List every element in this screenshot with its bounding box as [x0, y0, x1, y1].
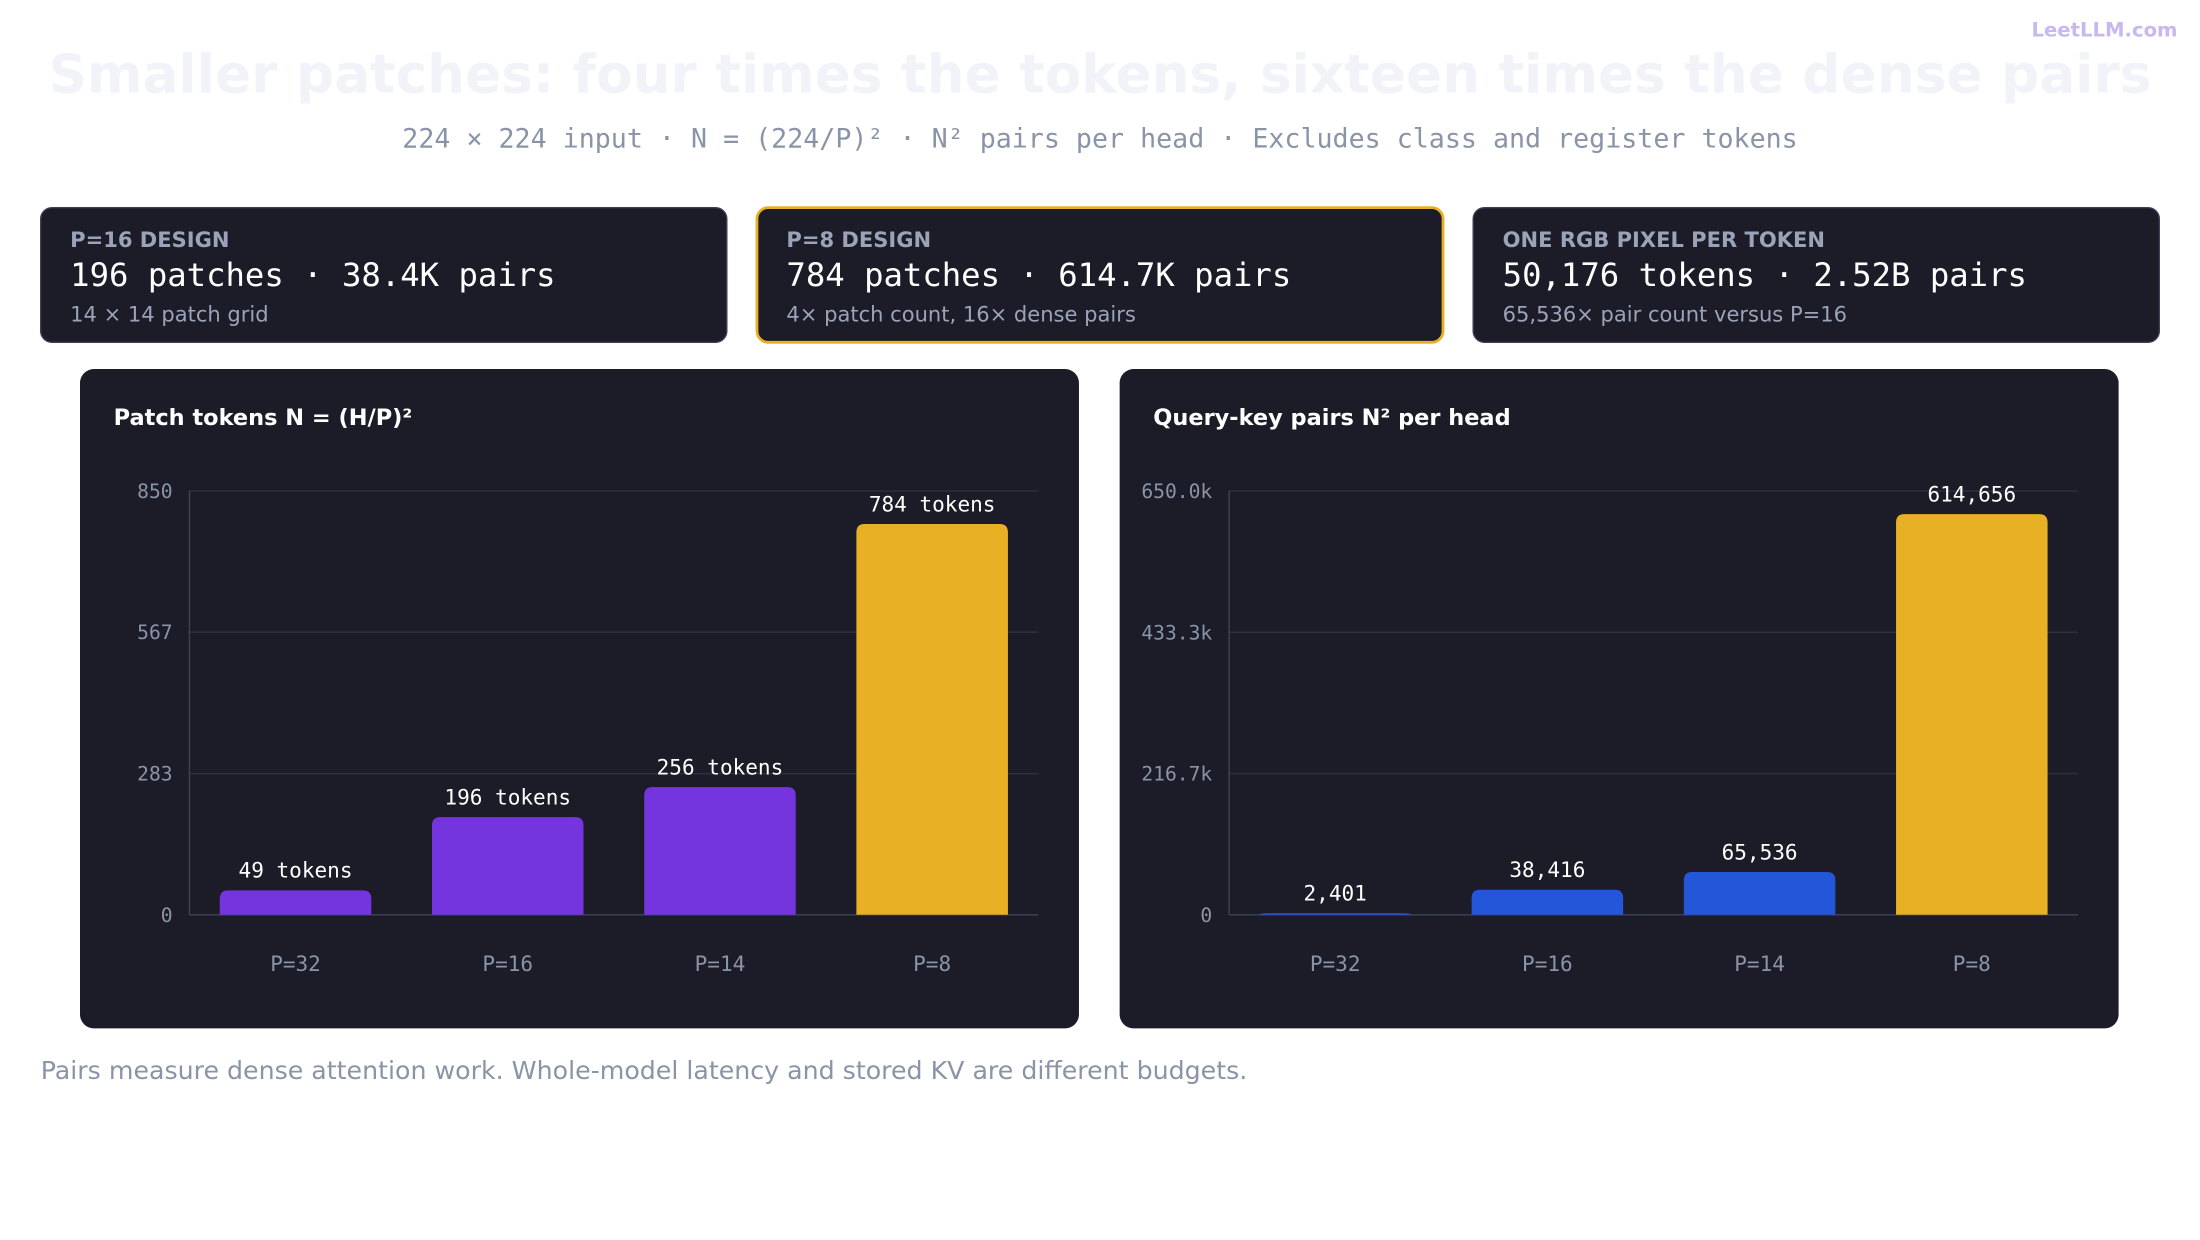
- value-label: 256 tokens: [657, 755, 784, 780]
- card-sub: 65,536× pair count versus P=16: [1503, 301, 1847, 326]
- page-title: Smaller patches: four times the tokens, …: [49, 44, 2152, 106]
- bar: [644, 787, 796, 915]
- y-tick-label: 0: [161, 904, 173, 927]
- brand: LeetLLM.com: [2031, 18, 2177, 41]
- card-sub: 14 × 14 patch grid: [70, 301, 268, 326]
- value-label: 784 tokens: [869, 491, 996, 516]
- bar: [1259, 913, 1411, 915]
- y-tick-label: 433.3k: [1141, 621, 1212, 644]
- bar: [1683, 872, 1836, 915]
- bar: [1471, 889, 1624, 915]
- card-main: 784 patches · 614.7K pairs: [786, 256, 1291, 294]
- y-tick-label: 850: [137, 480, 172, 503]
- card-label: P=16 DESIGN: [70, 227, 229, 252]
- footnote: Pairs measure dense attention work. Whol…: [41, 1056, 1248, 1085]
- y-tick-label: 216.7k: [1141, 763, 1212, 786]
- x-tick-label: P=32: [270, 951, 321, 976]
- bar: [431, 817, 584, 915]
- value-label: 49 tokens: [239, 858, 353, 883]
- chart-panel: [79, 368, 1079, 1029]
- stat-card: [1472, 206, 2160, 344]
- card-sub: 4× patch count, 16× dense pairs: [786, 301, 1135, 326]
- x-tick-label: P=8: [1953, 951, 1991, 976]
- x-tick-label: P=14: [695, 951, 746, 976]
- bar: [856, 523, 1008, 915]
- card-label: P=8 DESIGN: [786, 227, 931, 252]
- x-tick-label: P=14: [1734, 951, 1785, 976]
- card-main: 196 patches · 38.4K pairs: [70, 256, 555, 294]
- bar: [1896, 514, 2048, 915]
- card-label: ONE RGB PIXEL PER TOKEN: [1503, 227, 1825, 252]
- card-main: 50,176 tokens · 2.52B pairs: [1503, 256, 2027, 294]
- y-tick-label: 650.0k: [1141, 480, 1212, 503]
- y-tick-label: 283: [137, 763, 172, 786]
- value-label: 2,401: [1304, 881, 1367, 906]
- stat-card: [755, 206, 1445, 344]
- y-tick-label: 567: [137, 621, 172, 644]
- bar: [219, 890, 372, 915]
- chart-title: Patch tokens N = (H/P)²: [114, 405, 413, 431]
- value-label: 614,656: [1927, 481, 2016, 506]
- value-label: 38,416: [1509, 857, 1585, 882]
- x-tick-label: P=8: [913, 951, 951, 976]
- chart-title: Query-key pairs N² per head: [1153, 405, 1510, 431]
- x-tick-label: P=16: [482, 951, 533, 976]
- x-tick-label: P=32: [1310, 951, 1361, 976]
- x-tick-label: P=16: [1522, 951, 1573, 976]
- stat-card: [40, 206, 728, 344]
- subtitle: 224 × 224 input · N = (224/P)² · N² pair…: [402, 123, 1797, 154]
- value-label: 65,536: [1722, 839, 1798, 864]
- y-tick-label: 0: [1200, 904, 1212, 927]
- chart-panel: [1119, 368, 2119, 1029]
- value-label: 196 tokens: [444, 784, 571, 809]
